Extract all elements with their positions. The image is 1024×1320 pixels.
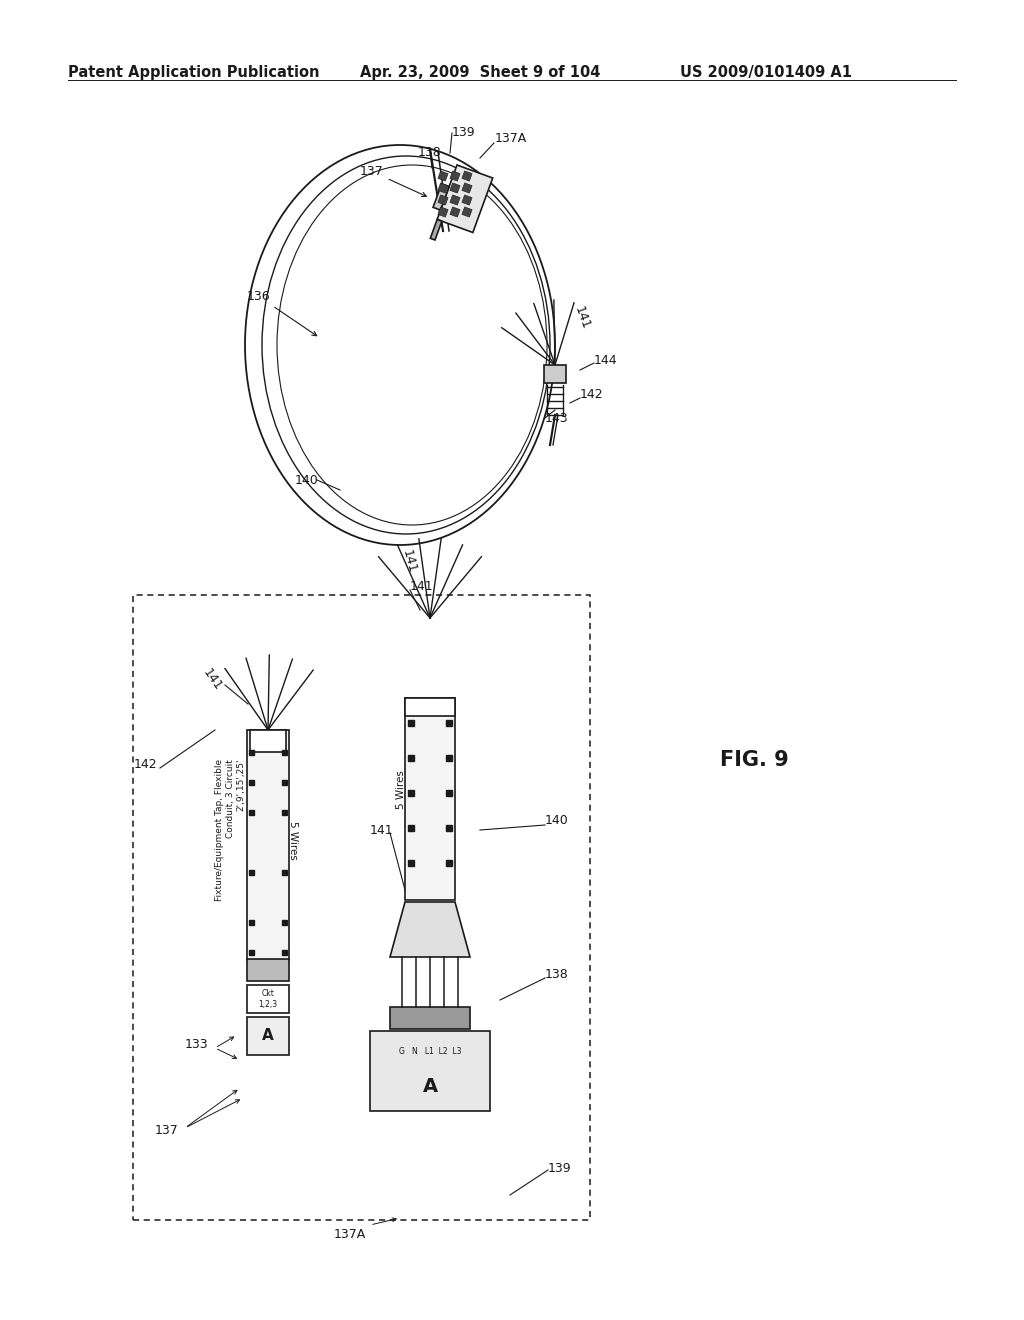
Bar	[247, 960, 289, 981]
Text: 140: 140	[545, 813, 568, 826]
Polygon shape	[438, 170, 449, 181]
Bar	[250, 730, 286, 752]
Bar	[408, 861, 414, 866]
Text: A: A	[423, 1077, 437, 1096]
Text: 137A: 137A	[495, 132, 527, 144]
Bar	[133, 595, 590, 1220]
Polygon shape	[462, 170, 472, 181]
Polygon shape	[462, 207, 472, 216]
Text: 5 Wires: 5 Wires	[288, 821, 298, 859]
Polygon shape	[450, 183, 460, 193]
Text: 142: 142	[580, 388, 603, 401]
Polygon shape	[433, 183, 450, 210]
Bar	[249, 810, 254, 814]
Text: 5 Wires: 5 Wires	[396, 771, 406, 809]
Text: 138: 138	[545, 969, 568, 982]
Text: Patent Application Publication: Patent Application Publication	[68, 65, 319, 81]
Text: Fixture/Equipment Tap, Flexible
Conduit, 3 Circuit
2',9',15',25': Fixture/Equipment Tap, Flexible Conduit,…	[215, 759, 245, 902]
Bar	[282, 920, 287, 925]
Bar	[446, 825, 452, 832]
Polygon shape	[438, 183, 449, 193]
Bar	[282, 950, 287, 954]
Polygon shape	[438, 207, 449, 216]
Bar	[249, 950, 254, 954]
Bar	[249, 870, 254, 875]
Text: 143: 143	[545, 412, 568, 425]
Text: Apr. 23, 2009  Sheet 9 of 104: Apr. 23, 2009 Sheet 9 of 104	[360, 65, 600, 81]
Text: 142: 142	[134, 759, 158, 771]
Text: 141: 141	[370, 824, 393, 837]
Bar	[544, 366, 566, 383]
Text: 133: 133	[185, 1039, 209, 1052]
Bar	[390, 1007, 470, 1030]
Bar	[406, 698, 455, 715]
Bar	[282, 780, 287, 785]
Polygon shape	[462, 195, 472, 205]
Bar	[446, 789, 452, 796]
Text: G   N   L1  L2  L3: G N L1 L2 L3	[398, 1047, 461, 1056]
Text: 137: 137	[360, 165, 426, 197]
Text: 137A: 137A	[334, 1228, 367, 1241]
Bar	[247, 985, 289, 1012]
Text: 136: 136	[247, 290, 316, 335]
Text: 141: 141	[572, 305, 592, 331]
Bar	[282, 810, 287, 814]
Text: A: A	[262, 1028, 273, 1044]
Text: 141: 141	[400, 548, 419, 574]
Text: 138: 138	[418, 145, 441, 158]
Text: US 2009/0101409 A1: US 2009/0101409 A1	[680, 65, 852, 81]
Polygon shape	[450, 207, 460, 216]
Bar	[282, 750, 287, 755]
Polygon shape	[438, 195, 449, 205]
Bar	[249, 780, 254, 785]
Polygon shape	[450, 170, 460, 181]
Bar	[446, 755, 452, 762]
Bar	[406, 698, 455, 900]
Bar	[249, 920, 254, 925]
Bar	[408, 755, 414, 762]
Bar	[247, 1016, 289, 1055]
Polygon shape	[390, 902, 470, 957]
Text: Ckt
1,2,3: Ckt 1,2,3	[258, 989, 278, 1008]
Polygon shape	[437, 165, 493, 232]
Bar	[446, 719, 452, 726]
Bar	[408, 789, 414, 796]
Text: FIG. 9: FIG. 9	[720, 750, 788, 770]
Polygon shape	[462, 183, 472, 193]
Bar	[408, 719, 414, 726]
Bar	[446, 861, 452, 866]
Text: 140: 140	[295, 474, 318, 487]
Polygon shape	[450, 195, 460, 205]
Bar	[249, 750, 254, 755]
Polygon shape	[430, 219, 441, 240]
Text: 144: 144	[594, 354, 617, 367]
Bar	[370, 1031, 490, 1111]
Bar	[282, 870, 287, 875]
Bar	[408, 825, 414, 832]
Bar	[247, 730, 289, 960]
Text: 139: 139	[452, 127, 475, 140]
Text: 137: 137	[155, 1123, 179, 1137]
Text: 141: 141	[410, 581, 433, 594]
Text: 139: 139	[548, 1162, 571, 1175]
Text: 141: 141	[200, 667, 224, 693]
